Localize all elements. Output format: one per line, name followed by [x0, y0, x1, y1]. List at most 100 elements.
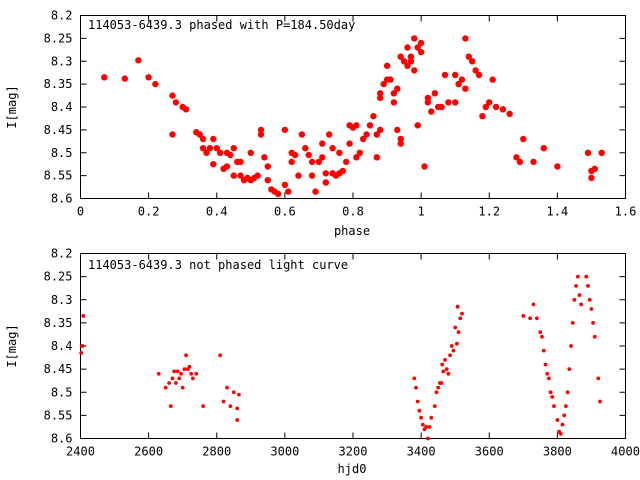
data-point — [499, 106, 507, 113]
data-point — [404, 44, 411, 51]
x-tick-label: 3800 — [543, 445, 572, 459]
data-point — [592, 334, 597, 339]
data-point — [101, 74, 108, 81]
data-point — [353, 154, 360, 161]
data-point — [394, 85, 401, 92]
x-tick-label: 1.6 — [615, 205, 637, 219]
data-point — [397, 53, 404, 60]
data-point — [584, 149, 592, 156]
y-tick-labels: 8.2 8.25 8.3 8.35 8.4 8.45 8.5 8.55 8.6 — [44, 247, 73, 446]
data-point — [373, 154, 380, 161]
data-point — [230, 172, 237, 179]
data-point — [462, 85, 469, 92]
data-point — [237, 172, 244, 179]
y-tick-label: 8.4 — [51, 100, 73, 114]
data-point — [230, 145, 237, 152]
data-point — [167, 381, 172, 385]
data-point — [417, 48, 425, 56]
x-tick-label: 2800 — [202, 445, 231, 459]
tick-marks — [80, 253, 626, 439]
data-point — [189, 371, 194, 376]
data-point — [520, 135, 527, 143]
data-point — [407, 58, 415, 65]
data-point — [377, 126, 384, 134]
data-points — [101, 35, 605, 198]
x-tick-label: 0.6 — [274, 205, 296, 219]
data-point — [579, 302, 584, 307]
data-point — [177, 376, 182, 381]
data-point — [589, 307, 594, 311]
y-tick-label: 8.6 — [51, 192, 73, 206]
y-axis-label: I[mag] — [5, 85, 19, 128]
data-point — [588, 174, 595, 182]
data-point — [417, 408, 422, 413]
x-axis-label: phase — [334, 224, 370, 238]
data-point — [591, 321, 595, 325]
data-point — [298, 131, 306, 138]
data-point — [434, 390, 439, 395]
data-point — [291, 151, 299, 159]
data-point — [412, 376, 417, 381]
data-point — [479, 113, 486, 120]
x-tick-label: 0.4 — [206, 205, 228, 219]
data-point — [179, 371, 183, 376]
tick-marks — [80, 15, 626, 199]
data-point — [163, 385, 168, 390]
data-point — [548, 390, 553, 395]
data-point — [448, 353, 452, 358]
data-point — [489, 76, 496, 83]
data-point — [492, 103, 500, 111]
data-point — [79, 351, 84, 355]
data-point — [295, 172, 302, 179]
data-point — [81, 314, 86, 318]
data-point — [377, 90, 384, 97]
data-point — [482, 103, 489, 111]
data-point — [424, 425, 429, 429]
data-point — [373, 131, 380, 138]
phased-light-curve-panel: 8.28.258.38.358.48.458.58.558.6 0 0.2 0.4 0… — [5, 9, 636, 239]
data-point — [322, 179, 329, 186]
data-point — [397, 140, 404, 147]
data-point — [414, 44, 421, 51]
y-tick-label: 8.25 — [44, 270, 73, 284]
data-point — [221, 399, 226, 404]
data-point — [521, 314, 526, 318]
data-point — [281, 126, 289, 134]
data-point — [462, 35, 469, 42]
data-point — [274, 190, 282, 198]
plot-title: 114053-6439.3 not phased light curve — [88, 258, 348, 272]
data-point — [210, 161, 217, 168]
data-point — [194, 371, 199, 376]
data-point — [121, 75, 128, 82]
data-point — [397, 135, 404, 143]
data-point — [596, 376, 601, 381]
data-point — [432, 404, 437, 408]
data-point — [560, 422, 565, 427]
data-point — [180, 385, 185, 390]
data-point — [237, 158, 244, 166]
data-point — [156, 371, 161, 376]
data-point — [168, 404, 173, 408]
data-point — [199, 145, 207, 152]
data-point — [400, 58, 408, 65]
data-point — [530, 158, 537, 166]
data-point — [264, 163, 271, 170]
data-point — [227, 151, 234, 159]
data-point — [421, 163, 428, 170]
x-tick-label: 2600 — [134, 445, 163, 459]
data-point — [451, 348, 456, 353]
data-point — [174, 381, 178, 385]
data-point — [584, 274, 589, 279]
data-point — [217, 149, 224, 156]
data-point — [417, 39, 425, 47]
data-point — [428, 108, 435, 115]
data-point — [586, 284, 590, 288]
data-points — [79, 274, 602, 441]
data-point — [247, 149, 254, 156]
data-point — [431, 90, 438, 97]
data-point — [411, 35, 418, 42]
y-tick-label: 8.2 — [51, 247, 73, 261]
data-point — [452, 71, 459, 79]
data-point — [541, 348, 546, 353]
data-point — [449, 344, 454, 348]
